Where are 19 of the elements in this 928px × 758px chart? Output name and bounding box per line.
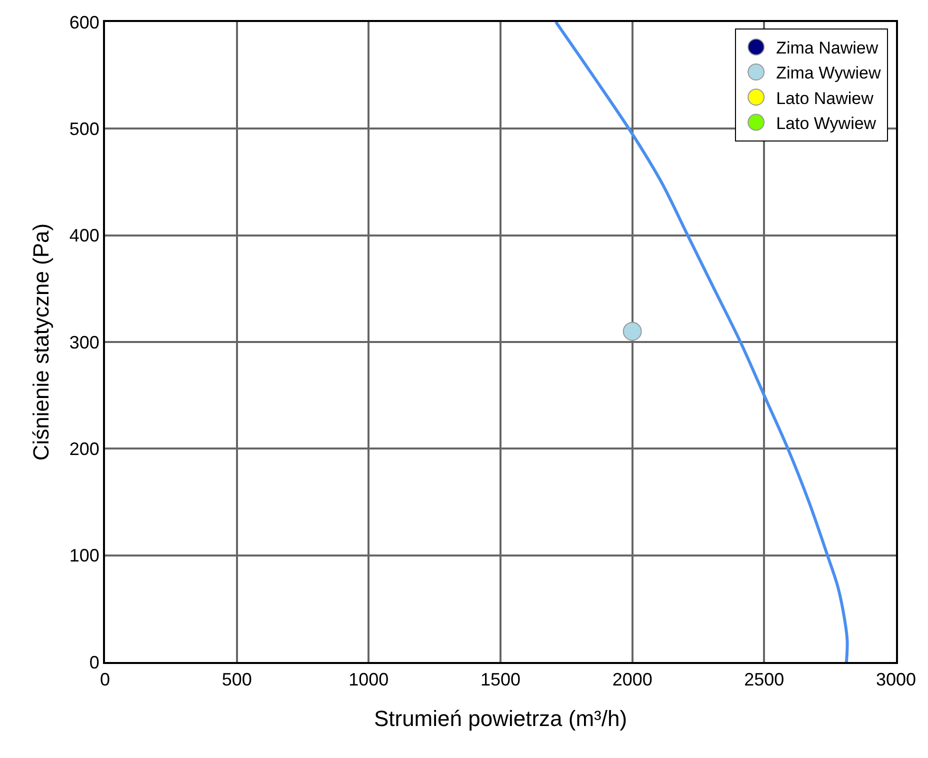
y-tick-label: 500 [69,118,100,139]
x-tick-label: 2500 [744,670,784,690]
legend-label: Lato Wywiew [776,114,877,133]
legend-label: Zima Nawiew [776,38,879,58]
y-tick-label: 300 [69,332,100,352]
y-tick-label: 600 [69,12,100,32]
legend-label: Zima Wywiew [776,64,882,83]
legend-label: Lato Nawiew [776,88,874,108]
y-axis-title: Ciśnienie statyczne (Pa) [28,223,54,461]
y-tick-label: 0 [89,652,100,672]
x-tick-label: 500 [222,670,252,690]
x-tick-label: 3000 [876,670,916,690]
y-tick-label: 100 [69,546,100,566]
x-tick-label: 2000 [612,670,652,690]
x-axis-title: Strumień powietrza (m³/h) [374,706,628,731]
x-tick-label: 1000 [348,670,389,690]
y-tick-label: 400 [69,226,100,246]
y-tick-label: 200 [69,438,100,459]
x-tick-label: 1500 [480,670,521,690]
